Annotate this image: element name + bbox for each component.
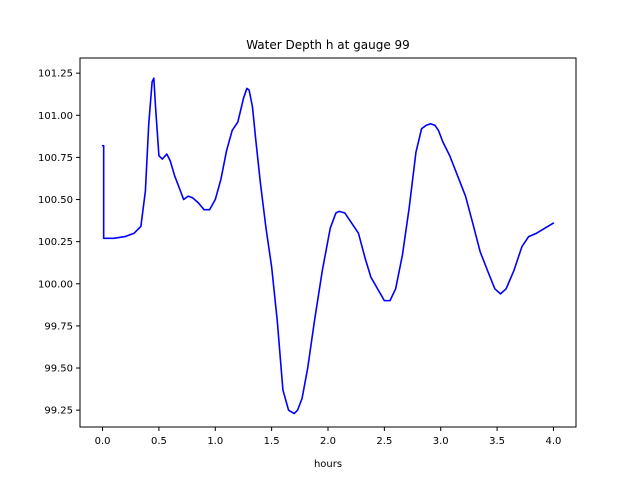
y-tick-label: 100.50 (38, 195, 73, 206)
plot-area (101, 77, 555, 415)
y-tick-label: 100.25 (38, 237, 73, 248)
x-tick-label: 1.5 (264, 436, 280, 447)
y-tick-label: 99.75 (44, 321, 73, 332)
chart-title: Water Depth h at gauge 99 (246, 38, 410, 52)
x-tick-label: 2.5 (376, 436, 392, 447)
y-axis: 99.25 99.50 99.75 100.00 100.25 100.50 100.75 1… (38, 69, 80, 417)
x-tick-label: 3.5 (489, 436, 505, 447)
x-axis-label: hours (314, 459, 342, 470)
y-tick-label: 99.25 (44, 406, 73, 417)
y-tick-label: 101.25 (38, 69, 73, 80)
x-tick-label: 0.5 (151, 436, 167, 447)
x-tick-label: 0.0 (95, 436, 111, 447)
x-tick-label: 3.0 (433, 436, 449, 447)
series-line (101, 77, 555, 415)
y-tick-label: 99.50 (44, 364, 73, 375)
x-tick-label: 2.0 (320, 436, 336, 447)
x-tick-label: 1.0 (207, 436, 223, 447)
x-tick-label: 4.0 (546, 436, 562, 447)
y-tick-label: 101.00 (38, 111, 73, 122)
y-tick-label: 100.00 (38, 279, 73, 290)
y-tick-label: 100.75 (38, 153, 73, 164)
x-axis: 0.0 0.5 1.0 1.5 2.0 2.5 3.0 3.5 4.0 (95, 427, 562, 447)
